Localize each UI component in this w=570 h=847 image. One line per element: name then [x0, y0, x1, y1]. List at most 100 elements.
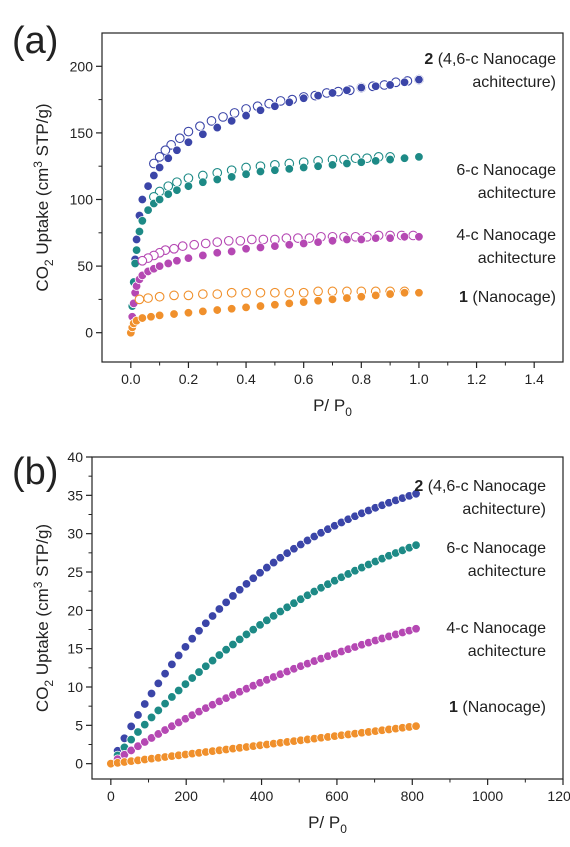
adsorption-point [270, 101, 280, 111]
desorption-point [200, 238, 211, 249]
x-tick-label: 0.0 [121, 371, 141, 387]
desorption-point [313, 286, 323, 297]
desorption-point [235, 235, 246, 246]
adsorption-point [187, 673, 197, 683]
series-label: achitecture [478, 185, 556, 202]
adsorption-point [226, 304, 237, 314]
adsorption-point [313, 237, 323, 247]
desorption-point [143, 293, 153, 303]
adsorption-point [255, 620, 265, 630]
adsorption-point [414, 152, 424, 162]
adsorption-point [270, 165, 280, 175]
desorption-point [172, 177, 182, 188]
adsorption-point [169, 309, 179, 319]
adsorption-point [146, 312, 156, 322]
desorption-point [169, 243, 179, 254]
series-label: achitecture) [462, 501, 546, 518]
adsorption-point [262, 562, 272, 573]
adsorption-point [298, 238, 309, 249]
adsorption-point [255, 568, 265, 578]
y-tick-label: 150 [70, 125, 94, 141]
adsorption-point [255, 105, 266, 115]
adsorption-point [275, 553, 286, 563]
adsorption-point [167, 659, 177, 670]
x-tick-label: 1.4 [524, 371, 544, 387]
adsorption-point [221, 597, 231, 608]
y-tick-label: 35 [67, 487, 83, 503]
adsorption-point [153, 678, 164, 689]
y-tick-label: 30 [67, 526, 83, 542]
adsorption-point [241, 629, 252, 640]
adsorption-point [385, 80, 395, 90]
adsorption-point [235, 634, 245, 645]
adsorption-point [371, 233, 381, 243]
adsorption-point [140, 737, 150, 747]
adsorption-point [385, 233, 395, 243]
adsorption-point [342, 85, 352, 95]
desorption-point [327, 286, 338, 297]
adsorption-point [411, 721, 421, 731]
y-axis-label: CO2 Uptake (cm3 STP/g) [31, 103, 56, 291]
desorption-point [206, 116, 217, 126]
adsorption-point [298, 93, 309, 103]
adsorption-point [183, 181, 194, 191]
adsorption-point [183, 137, 194, 147]
adsorption-point [214, 604, 225, 614]
series-1: 6-c Nanocage achitecture [106, 540, 546, 769]
adsorption-point [133, 710, 143, 720]
series-label: 2 (4,6-c Nanocage [424, 51, 556, 68]
adsorption-point [126, 734, 136, 745]
adsorption-point [399, 77, 410, 87]
adsorption-point [180, 679, 191, 689]
y-tick-label: 15 [67, 641, 83, 657]
adsorption-point [235, 585, 245, 595]
adsorption-point [342, 158, 352, 169]
adsorption-point [228, 591, 238, 601]
panel-label: (a) [12, 20, 58, 62]
adsorption-point [201, 618, 211, 628]
adsorption-point [399, 153, 410, 163]
desorption-point [169, 290, 179, 301]
adsorption-point [411, 540, 421, 550]
series-label: 1 (Nanocage) [449, 699, 546, 716]
adsorption-point [241, 169, 251, 179]
adsorption-point [172, 256, 182, 266]
desorption-point [174, 133, 185, 144]
adsorption-point [298, 162, 309, 173]
adsorption-point [146, 688, 157, 699]
adsorption-point [187, 633, 197, 644]
desorption-point [197, 289, 208, 299]
adsorption-point [241, 579, 252, 589]
adsorption-point [133, 741, 143, 751]
adsorption-point [298, 297, 309, 307]
adsorption-point [180, 642, 191, 652]
adsorption-point [371, 290, 381, 301]
adsorption-point [385, 154, 395, 165]
series-label: 6-c Nanocage [456, 162, 556, 179]
x-tick-label: 400 [250, 788, 274, 804]
desorption-point [189, 239, 200, 250]
y-tick-label: 200 [70, 58, 94, 74]
desorption-point [177, 241, 188, 251]
adsorption-point [248, 624, 258, 635]
adsorption-point [241, 244, 251, 254]
x-tick-label: 1000 [472, 788, 503, 804]
adsorption-point [198, 129, 208, 139]
series-3: 1 (Nanocage) [106, 699, 546, 769]
adsorption-point [371, 81, 381, 91]
y-axis-label: CO2 Uptake (cm3 STP/g) [31, 524, 56, 712]
adsorption-point [207, 611, 218, 621]
adsorption-point [270, 300, 280, 310]
adsorption-point [126, 745, 136, 756]
desorption-point [154, 291, 165, 302]
desorption-point [270, 287, 280, 298]
adsorption-point [284, 298, 294, 309]
desorption-point [226, 287, 237, 298]
adsorption-point [228, 639, 238, 650]
adsorption-point [173, 650, 184, 661]
adsorption-point [356, 292, 367, 302]
y-tick-label: 0 [75, 756, 83, 772]
adsorption-point [289, 598, 299, 608]
adsorption-point [212, 305, 222, 315]
